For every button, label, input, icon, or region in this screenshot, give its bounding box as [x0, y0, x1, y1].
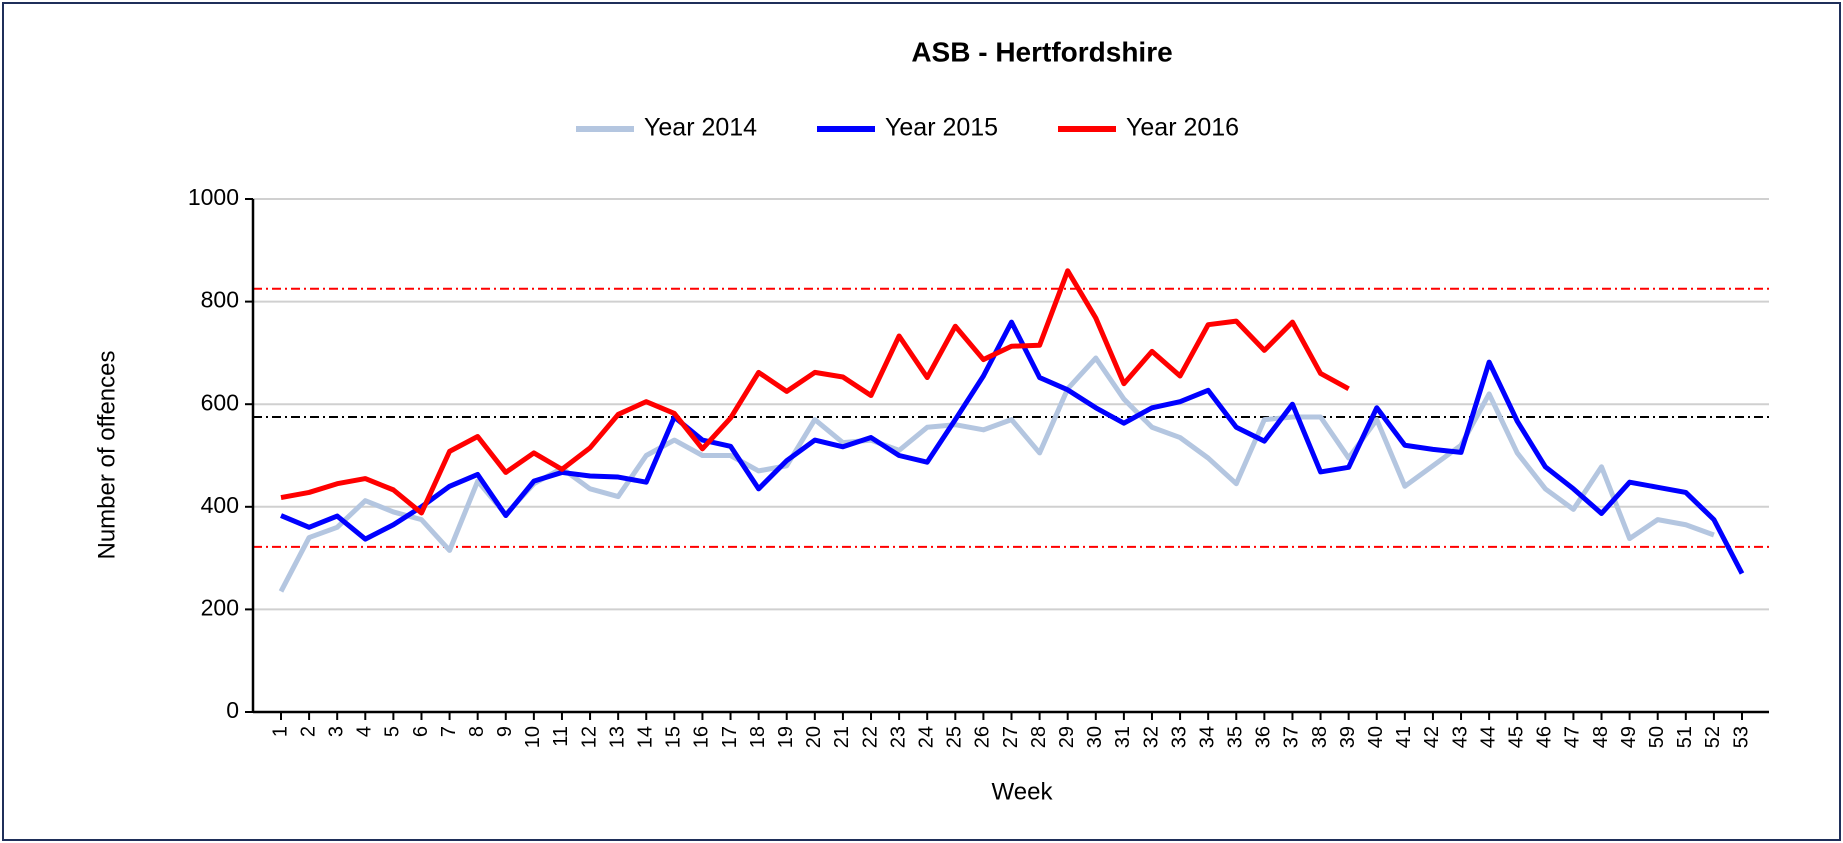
series-line — [278, 355, 1715, 593]
x-tick-label: 29 — [1056, 726, 1078, 748]
x-tick-label: 51 — [1674, 726, 1696, 748]
x-tick-label: 17 — [719, 726, 741, 748]
x-tick-label: 30 — [1084, 726, 1106, 748]
x-tick-label: 15 — [663, 726, 685, 748]
legend-label: Year 2014 — [644, 114, 757, 142]
x-tick-label: 6 — [410, 726, 432, 737]
x-tick-label: 42 — [1421, 726, 1443, 748]
x-tick-label: 53 — [1730, 726, 1752, 748]
x-tick-label: 14 — [635, 726, 657, 748]
y-tick-label: 600 — [201, 389, 239, 415]
x-tick-label: 22 — [859, 726, 881, 748]
x-tick-label: 26 — [972, 726, 994, 748]
x-tick-label: 34 — [1196, 726, 1218, 748]
x-tick-label: 28 — [1028, 726, 1050, 748]
x-tick-label: 4 — [354, 726, 376, 737]
x-tick-label: 36 — [1253, 726, 1275, 748]
x-tick-label: 47 — [1562, 726, 1584, 748]
x-axis-label: Week — [992, 778, 1054, 805]
series-line — [280, 319, 1745, 575]
x-tick-label: 19 — [775, 726, 797, 748]
y-tick-label: 800 — [201, 287, 239, 313]
x-tick-label: 31 — [1112, 726, 1134, 748]
y-tick-label: 200 — [201, 594, 239, 620]
x-tick-label: 12 — [578, 726, 600, 748]
x-tick-label: 27 — [1000, 726, 1022, 748]
x-tick-label: 9 — [494, 726, 516, 737]
y-tick-label: 400 — [201, 492, 239, 518]
x-tick-label: 20 — [803, 726, 825, 748]
y-axis-label: Number of offences — [93, 350, 120, 559]
x-tick-label: 48 — [1590, 726, 1612, 748]
x-tick-label: 24 — [915, 726, 937, 748]
x-tick-label: 32 — [1140, 726, 1162, 748]
x-tick-label: 35 — [1225, 726, 1247, 748]
x-tick-label: 39 — [1337, 726, 1359, 748]
legend-label: Year 2015 — [885, 114, 998, 142]
y-tick-label: 1000 — [188, 184, 239, 210]
x-tick-label: 5 — [382, 726, 404, 737]
x-tick-label: 33 — [1168, 726, 1190, 748]
x-tick-label: 46 — [1534, 726, 1556, 748]
x-tick-label: 16 — [691, 726, 713, 748]
x-tick-label: 21 — [831, 726, 853, 748]
x-tick-label: 2 — [297, 726, 319, 737]
x-tick-label: 10 — [522, 726, 544, 748]
x-tick-label: 41 — [1393, 726, 1415, 748]
x-tick-label: 13 — [606, 726, 628, 748]
x-tick-label: 11 — [550, 726, 572, 747]
x-tick-label: 3 — [325, 726, 347, 737]
chart-title: ASB - Hertfordshire — [911, 36, 1172, 67]
series-line — [280, 268, 1350, 516]
x-tick-label: 18 — [747, 726, 769, 748]
x-tick-label: 1 — [269, 726, 291, 737]
legend-label: Year 2016 — [1126, 114, 1239, 142]
x-tick-label: 40 — [1365, 726, 1387, 748]
y-tick-label: 0 — [226, 697, 239, 723]
x-tick-label: 23 — [887, 726, 909, 748]
x-tick-label: 45 — [1506, 726, 1528, 748]
x-tick-label: 52 — [1702, 726, 1724, 748]
x-tick-label: 44 — [1477, 726, 1499, 748]
x-tick-label: 7 — [438, 726, 460, 737]
x-tick-label: 37 — [1281, 726, 1303, 748]
x-tick-label: 38 — [1309, 726, 1331, 748]
x-tick-label: 8 — [466, 726, 488, 737]
x-tick-label: 25 — [944, 726, 966, 748]
x-tick-label: 43 — [1449, 726, 1471, 748]
x-tick-label: 50 — [1646, 726, 1668, 748]
x-tick-label: 49 — [1618, 726, 1640, 748]
